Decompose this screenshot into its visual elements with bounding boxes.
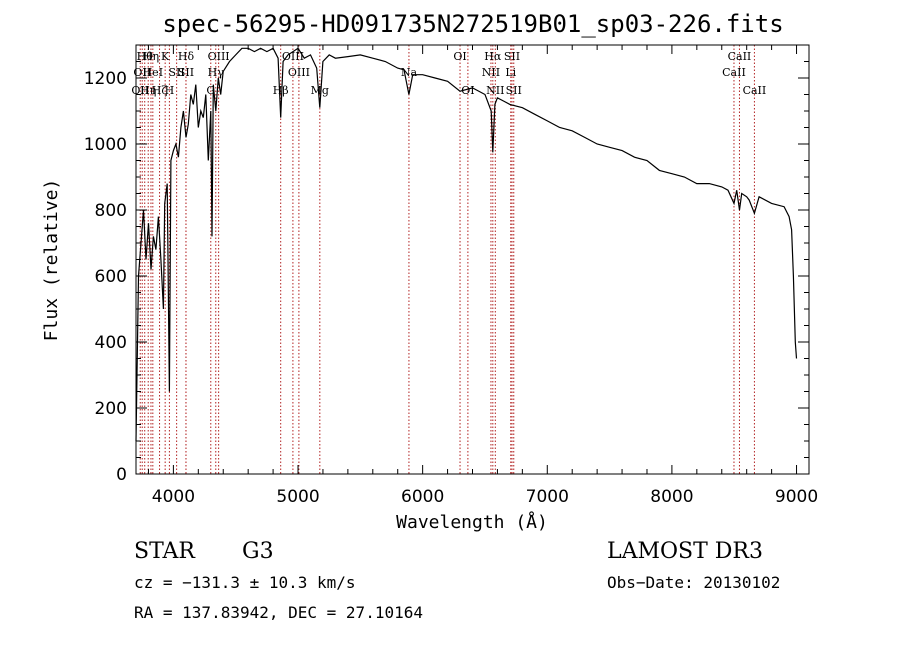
object-subclass: G3 [242, 539, 274, 564]
marker-label-10: Hδ [178, 50, 195, 63]
marker-label-23: Hα [484, 50, 502, 63]
marker-label-9: SII [169, 66, 185, 79]
marker-label-5: HeI [143, 66, 163, 79]
marker-label-8: H [165, 84, 175, 97]
x-tick-label: 5000 [276, 487, 319, 507]
x-tick-label: 9000 [775, 487, 818, 507]
y-tick-label: 800 [95, 201, 127, 221]
marker-label-2: Hθ [137, 50, 154, 63]
marker-label-12: G [206, 84, 215, 97]
marker-label-14: OIII [208, 50, 230, 63]
object-class: STAR [134, 539, 195, 564]
marker-label-27: SII [506, 84, 522, 97]
marker-label-21: OI [461, 84, 474, 97]
observation-date: Obs−Date: 20130102 [607, 573, 781, 592]
x-tick-label: 6000 [401, 487, 444, 507]
spectral-line-markers [139, 45, 755, 474]
marker-label-13: Hγ [208, 66, 225, 79]
marker-label-6: Hζ [152, 84, 168, 97]
marker-label-30: CaII [743, 84, 767, 97]
redshift-cz: cz = −131.3 ± 10.3 km/s [134, 573, 356, 592]
marker-label-3: Hη [140, 84, 156, 97]
marker-label-7: K [161, 50, 170, 63]
y-axis-label: Flux (relative) [41, 179, 62, 342]
marker-label-15: Hβ [273, 84, 289, 97]
survey-name: LAMOST DR3 [607, 539, 763, 564]
y-tick-label: 0 [116, 465, 127, 485]
plot-frame [135, 44, 810, 475]
y-tick-label: 400 [95, 333, 127, 353]
x-tick-label: 7000 [526, 487, 569, 507]
x-axis-ticks: 4000 5000 6000 7000 8000 9000 [147, 45, 818, 507]
x-axis-label: Wavelength (Å) [396, 511, 548, 533]
marker-label-4: Hη [143, 50, 159, 63]
y-tick-label: 200 [95, 399, 127, 419]
marker-label-11: SII [178, 66, 194, 79]
spectral-line-labels: OIIOIIHθHηHηHeIHζKHSIIHδSIIGHγOIIIHβOIII… [131, 50, 766, 97]
marker-label-17: OIII [288, 66, 310, 79]
spectrum-line [135, 47, 798, 442]
marker-label-25: Li [505, 66, 516, 79]
coordinates: RA = 137.83942, DEC = 27.10164 [134, 603, 423, 622]
marker-label-20: OI [453, 50, 466, 63]
y-tick-label: 1000 [84, 135, 127, 155]
marker-label-26: SII [504, 50, 520, 63]
marker-label-22: NII [482, 66, 500, 79]
x-tick-label: 4000 [152, 487, 195, 507]
chart-title: spec-56295-HD091735N272519B01_sp03-226.f… [162, 10, 783, 38]
y-axis-ticks: 0 200 400 600 800 1000 1200 [84, 61, 809, 485]
y-tick-label: 1200 [84, 69, 127, 89]
marker-label-1: OII [133, 66, 151, 79]
x-tick-label: 8000 [650, 487, 693, 507]
marker-label-29: CaII [728, 50, 752, 63]
marker-label-19: Na [401, 66, 418, 79]
y-tick-label: 600 [95, 267, 127, 287]
marker-label-28: CaII [722, 66, 746, 79]
marker-label-18: Mg [311, 84, 329, 97]
marker-label-24: NII [486, 84, 504, 97]
